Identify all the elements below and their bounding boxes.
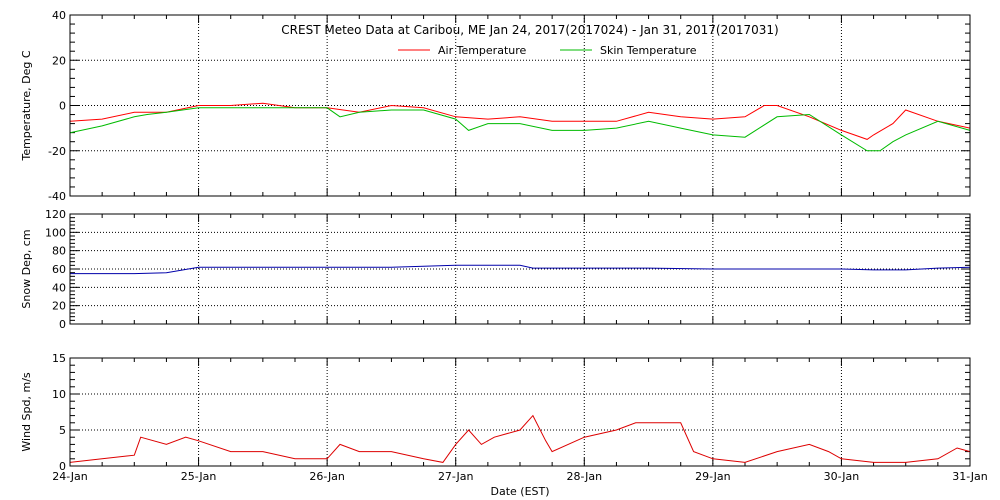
y-tick-label: 40 bbox=[52, 281, 66, 294]
panel-frame bbox=[69, 357, 971, 467]
legend-label: Skin Temperature bbox=[600, 44, 697, 57]
x-tick-label: 30-Jan bbox=[824, 470, 860, 483]
series-line-snow-depth bbox=[70, 264, 971, 275]
x-tick-label: 28-Jan bbox=[567, 470, 603, 483]
y-tick-label: 0 bbox=[59, 318, 66, 331]
y-axis-label: Temperature, Deg C bbox=[20, 50, 33, 161]
y-tick-label: 20 bbox=[52, 54, 66, 67]
legend-label: Air Temperature bbox=[438, 44, 527, 57]
y-tick-label: 80 bbox=[52, 245, 66, 258]
y-tick-label: 20 bbox=[52, 300, 66, 313]
series-line-air-temperature bbox=[69, 102, 971, 140]
y-tick-label: 120 bbox=[45, 208, 66, 221]
y-tick-label: -40 bbox=[48, 190, 66, 203]
y-tick-label: 10 bbox=[52, 388, 66, 401]
series-line-wind-speed bbox=[69, 414, 971, 463]
x-tick-label: 24-Jan bbox=[52, 470, 88, 483]
x-tick-label: 27-Jan bbox=[438, 470, 474, 483]
y-tick-label: 5 bbox=[59, 424, 66, 437]
y-tick-label: 15 bbox=[52, 352, 66, 365]
x-axis-label: Date (EST) bbox=[490, 485, 549, 498]
panel-frame bbox=[69, 14, 971, 197]
series-line-skin-temperature bbox=[69, 107, 971, 152]
x-tick-label: 29-Jan bbox=[695, 470, 731, 483]
chart-title: CREST Meteo Data at Caribou, ME Jan 24, … bbox=[281, 23, 778, 37]
y-tick-label: 100 bbox=[45, 226, 66, 239]
x-tick-label: 26-Jan bbox=[309, 470, 345, 483]
y-axis-label: Wind Spd, m/s bbox=[20, 372, 33, 452]
y-tick-label: 60 bbox=[52, 263, 66, 276]
panel-frame bbox=[69, 213, 971, 325]
y-axis-label: Snow Dep, cm bbox=[20, 229, 33, 308]
y-tick-label: 0 bbox=[59, 100, 66, 113]
y-tick-label: 40 bbox=[52, 9, 66, 22]
y-tick-label: -20 bbox=[48, 145, 66, 158]
x-tick-label: 25-Jan bbox=[181, 470, 217, 483]
y-tick-label: 0 bbox=[59, 460, 66, 473]
x-tick-label: 31-Jan bbox=[952, 470, 988, 483]
